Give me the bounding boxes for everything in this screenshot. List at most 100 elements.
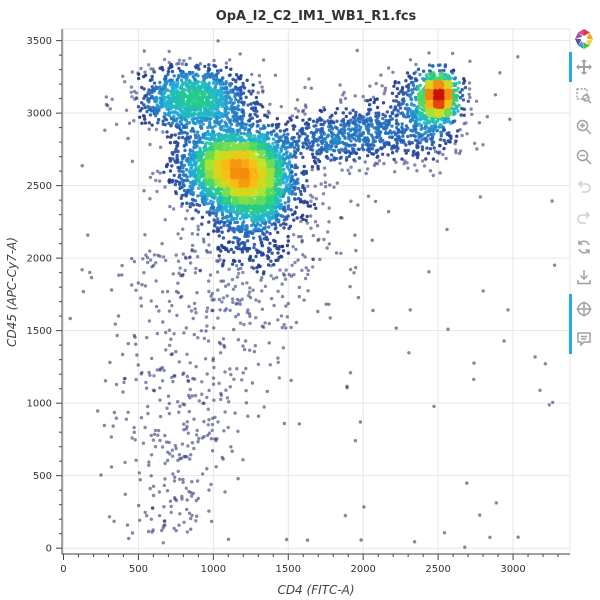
data-point <box>352 137 356 141</box>
data-point <box>134 96 139 101</box>
data-point <box>351 108 355 113</box>
data-point <box>184 168 189 172</box>
data-point <box>185 507 189 512</box>
data-point <box>315 149 319 154</box>
data-point <box>221 142 225 146</box>
data-point <box>249 125 254 129</box>
data-point <box>145 255 150 260</box>
data-point <box>235 236 239 240</box>
data-point <box>182 59 186 63</box>
data-point <box>181 157 185 161</box>
data-point <box>267 225 271 229</box>
data-point <box>139 296 143 300</box>
data-point <box>387 122 391 127</box>
data-point <box>275 132 279 136</box>
data-point <box>148 258 153 262</box>
data-point <box>167 411 172 416</box>
data-point <box>402 99 406 103</box>
data-point <box>275 246 279 251</box>
data-point <box>242 347 247 352</box>
data-point <box>243 232 248 237</box>
data-point <box>409 110 413 114</box>
data-point <box>358 128 362 132</box>
data-point <box>315 224 320 228</box>
data-point <box>454 151 458 155</box>
data-point <box>348 111 352 115</box>
data-point <box>388 114 392 119</box>
data-point <box>202 146 206 150</box>
data-point <box>275 162 279 166</box>
data-point <box>411 80 415 85</box>
data-point <box>328 316 332 320</box>
data-point <box>152 89 156 93</box>
data-point <box>141 257 145 261</box>
data-point <box>172 74 176 78</box>
data-point <box>189 516 193 521</box>
data-point <box>260 324 264 328</box>
data-point <box>191 82 195 86</box>
data-point <box>361 143 365 147</box>
data-point <box>332 156 336 160</box>
data-point <box>208 209 212 214</box>
data-point <box>207 279 211 283</box>
data-point <box>224 388 228 392</box>
data-point <box>275 124 279 128</box>
data-point <box>160 379 165 383</box>
data-point <box>282 133 286 137</box>
data-point <box>141 441 146 445</box>
data-point <box>241 81 245 86</box>
data-point <box>256 91 260 95</box>
data-point <box>430 137 434 141</box>
data-point <box>377 131 381 135</box>
data-point <box>208 273 213 277</box>
data-point <box>442 68 446 73</box>
data-point <box>212 365 216 370</box>
data-point <box>175 144 179 148</box>
data-point <box>250 72 254 77</box>
data-point <box>291 127 296 131</box>
data-point <box>156 433 160 437</box>
data-point <box>443 64 447 69</box>
data-point <box>269 274 273 278</box>
data-point <box>259 278 263 282</box>
data-point <box>225 396 230 400</box>
data-point <box>260 85 264 89</box>
data-point <box>249 265 254 269</box>
data-point <box>235 213 239 218</box>
data-point <box>208 213 212 217</box>
data-point <box>295 115 299 119</box>
data-point <box>551 400 555 405</box>
data-point <box>435 129 439 133</box>
data-point <box>319 127 323 131</box>
data-point <box>379 73 383 77</box>
data-point <box>364 124 368 128</box>
data-point <box>308 117 312 121</box>
data-point <box>104 102 109 107</box>
data-point <box>381 125 385 129</box>
data-point <box>339 216 343 220</box>
data-point <box>130 256 134 261</box>
data-point <box>295 132 300 136</box>
data-point <box>140 282 144 287</box>
data-point <box>232 258 236 263</box>
data-point <box>228 84 232 88</box>
data-point <box>136 105 141 109</box>
data-point <box>287 168 292 172</box>
data-point <box>449 134 453 138</box>
data-point <box>248 286 252 290</box>
data-point <box>349 199 353 203</box>
data-point <box>200 98 205 103</box>
data-point <box>339 123 343 127</box>
data-point <box>187 121 191 125</box>
data-point <box>300 268 304 272</box>
data-point <box>216 134 221 138</box>
data-point <box>262 232 266 237</box>
data-point <box>294 172 298 177</box>
data-point <box>262 226 266 230</box>
data-point <box>254 254 258 259</box>
data-point <box>187 162 191 167</box>
data-point <box>341 119 346 124</box>
data-point <box>212 103 216 108</box>
data-point <box>172 110 176 114</box>
